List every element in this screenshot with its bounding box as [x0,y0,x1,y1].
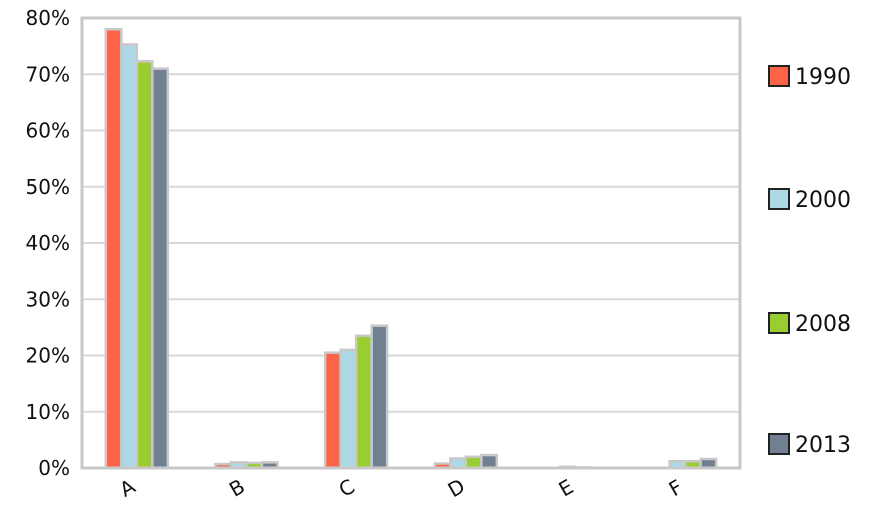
legend-swatch-2008 [768,312,790,334]
y-tick-label: 20% [26,344,70,368]
y-tick-label: 30% [26,287,70,311]
bar-A-2013 [151,67,170,470]
legend-swatch-2013 [768,433,790,455]
legend-swatch-1990 [768,65,790,87]
bar-D-2008 [464,455,483,470]
plot-area-frame [80,16,742,470]
bar-C-1990 [323,351,342,470]
y-tick-label: 0% [38,456,70,480]
y-axis: 0% 10% 20% 30% 40% 50% 60% 70% 80% [26,6,70,480]
y-tick-label: 60% [26,119,70,143]
y-tick-label: 10% [26,400,70,424]
legend-label-2008: 2008 [795,312,851,337]
legend-swatch-2000 [768,188,790,210]
legend-label-1990: 1990 [795,65,851,90]
legend-label-2013: 2013 [795,433,851,458]
bar-D-2013 [480,453,499,470]
y-tick-label: 70% [26,62,70,86]
bar-A-1990 [104,28,123,470]
y-tick-label: 80% [26,6,70,30]
bars [104,28,718,470]
y-tick-label: 50% [26,175,70,199]
legend-label-2000: 2000 [795,188,851,213]
bar-C-2013 [370,324,389,470]
bar-C-2000 [339,348,358,470]
bar-A-2000 [120,43,139,470]
bar-A-2008 [135,60,154,470]
bar-C-2008 [354,334,373,470]
y-tick-label: 40% [26,231,70,255]
legend: 1990 2000 2008 2013 [768,65,851,458]
